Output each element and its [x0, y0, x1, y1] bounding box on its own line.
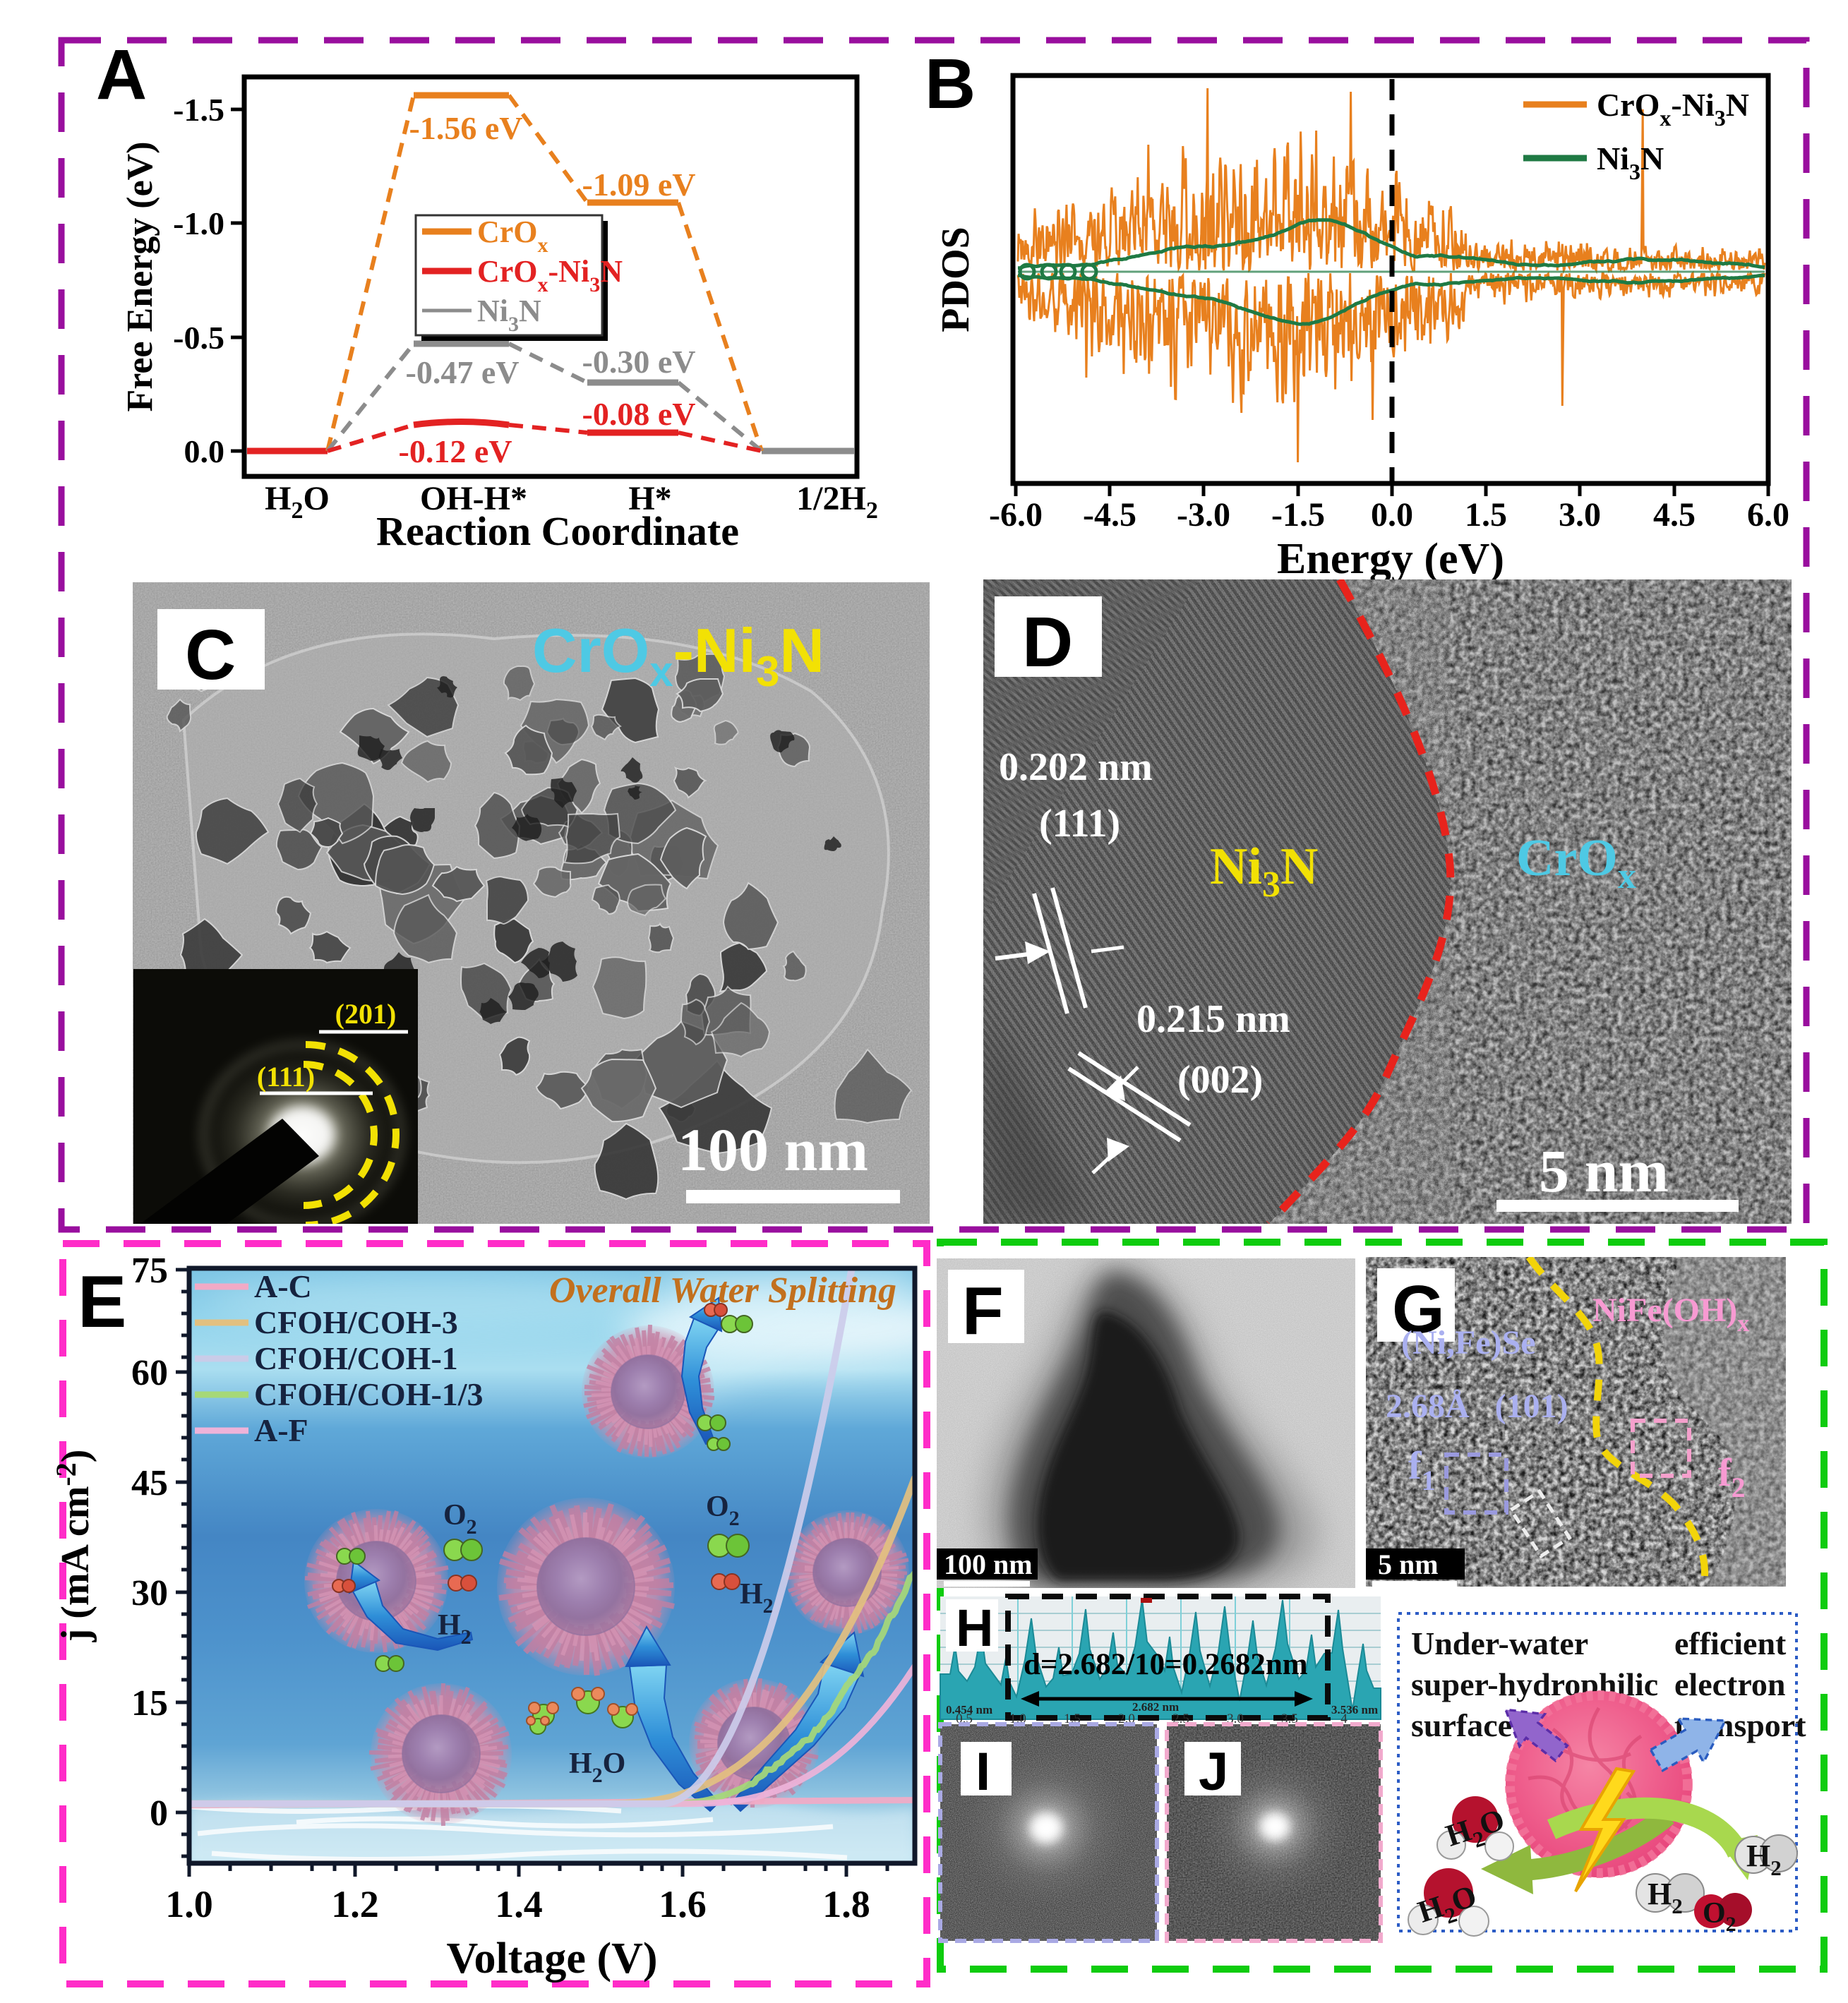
svg-text:(201): (201) [335, 998, 397, 1030]
svg-text:Overall Water Splitting: Overall Water Splitting [549, 1270, 896, 1311]
svg-text:4.5: 4.5 [1653, 496, 1696, 534]
svg-text:2.682 nm: 2.682 nm [1132, 1700, 1179, 1714]
svg-text:30: 30 [131, 1573, 168, 1613]
svg-text:surface: surface [1411, 1707, 1512, 1743]
svg-text:-3.0: -3.0 [1177, 496, 1230, 534]
svg-text:Ni3N: Ni3N [1210, 838, 1318, 905]
svg-text:1.8: 1.8 [822, 1883, 870, 1925]
svg-text:(Ni,Fe)Se: (Ni,Fe)Se [1401, 1324, 1536, 1361]
svg-text:-1.5: -1.5 [173, 92, 224, 128]
svg-text:G: G [1392, 1272, 1445, 1347]
svg-text:-1.5: -1.5 [1271, 496, 1325, 534]
svg-text:2.68Å (101): 2.68Å (101) [1386, 1388, 1568, 1425]
svg-text:d=2.682/10=0.2682nm: d=2.682/10=0.2682nm [1024, 1648, 1308, 1681]
svg-text:A-C: A-C [254, 1268, 312, 1304]
svg-text:1.2: 1.2 [331, 1883, 379, 1925]
svg-text:Reaction Coordinate: Reaction Coordinate [376, 508, 739, 554]
svg-text:Energy (eV): Energy (eV) [1277, 535, 1504, 583]
svg-text:-0.30 eV: -0.30 eV [582, 344, 696, 380]
svg-text:E: E [78, 1261, 126, 1343]
svg-text:electron: electron [1674, 1666, 1786, 1702]
svg-text:F: F [962, 1273, 1004, 1349]
svg-text:15: 15 [131, 1683, 168, 1724]
svg-text:I: I [976, 1742, 990, 1802]
svg-text:H: H [956, 1599, 993, 1657]
svg-text:-0.08 eV: -0.08 eV [582, 396, 696, 432]
svg-text:CrOx: CrOx [1516, 829, 1636, 896]
svg-text:Under-water: Under-water [1411, 1625, 1588, 1661]
svg-text:C: C [185, 615, 236, 694]
svg-text:CFOH/COH-1/3: CFOH/COH-1/3 [254, 1376, 484, 1412]
svg-text:(002): (002) [1177, 1058, 1263, 1102]
svg-text:-4.5: -4.5 [1083, 496, 1136, 534]
svg-text:-1.56 eV: -1.56 eV [409, 110, 523, 146]
svg-text:0: 0 [150, 1793, 168, 1834]
svg-text:0.0: 0.0 [1371, 496, 1413, 534]
svg-text:Free Energy (eV): Free Energy (eV) [120, 141, 160, 411]
svg-text:1.5: 1.5 [1465, 496, 1507, 534]
svg-text:45: 45 [131, 1463, 168, 1503]
svg-text:75: 75 [131, 1251, 168, 1291]
svg-text:-1.0: -1.0 [173, 205, 224, 241]
svg-text:-0.12 eV: -0.12 eV [399, 433, 512, 469]
svg-text:1/2H2: 1/2H2 [796, 480, 878, 524]
svg-text:CFOH/COH-3: CFOH/COH-3 [254, 1304, 458, 1340]
svg-text:60: 60 [131, 1353, 168, 1393]
svg-text:(111): (111) [257, 1061, 315, 1093]
svg-text:Voltage (V): Voltage (V) [446, 1935, 657, 1983]
svg-text:H*: H* [628, 480, 671, 517]
svg-text:100 nm: 100 nm [944, 1548, 1033, 1580]
svg-text:A: A [96, 35, 147, 114]
svg-text:0.202 nm: 0.202 nm [999, 745, 1153, 789]
svg-text:-1.09 eV: -1.09 eV [582, 167, 696, 203]
svg-text:5 nm: 5 nm [1378, 1548, 1439, 1580]
svg-text:3.536 nm: 3.536 nm [1331, 1703, 1378, 1716]
svg-text:100 nm: 100 nm [678, 1116, 868, 1184]
svg-text:(111): (111) [1039, 802, 1120, 846]
svg-text:3.0: 3.0 [1559, 496, 1601, 534]
svg-text:CrOx-Ni3N: CrOx-Ni3N [532, 615, 824, 695]
svg-text:A-F: A-F [254, 1412, 308, 1448]
svg-text:0.454 nm: 0.454 nm [946, 1703, 992, 1716]
svg-text:CFOH/COH-1: CFOH/COH-1 [254, 1340, 458, 1376]
svg-text:B: B [925, 44, 976, 124]
svg-text:J: J [1199, 1742, 1228, 1802]
svg-text:1.4: 1.4 [495, 1883, 543, 1925]
svg-text:0.0: 0.0 [184, 433, 225, 469]
svg-text:1.0: 1.0 [165, 1883, 213, 1925]
svg-text:H2O: H2O [265, 480, 330, 524]
svg-text:-0.47 eV: -0.47 eV [406, 354, 520, 390]
svg-text:4: 4 [1340, 1712, 1348, 1726]
svg-text:-0.5: -0.5 [173, 320, 224, 356]
svg-text:6.0: 6.0 [1747, 496, 1789, 534]
svg-text:-6.0: -6.0 [989, 496, 1043, 534]
svg-text:efficient: efficient [1674, 1625, 1787, 1661]
svg-text:5 nm: 5 nm [1539, 1137, 1669, 1205]
svg-text:1.6: 1.6 [659, 1883, 707, 1925]
svg-text:PDOS: PDOS [934, 227, 978, 332]
svg-text:OH-H*: OH-H* [420, 480, 527, 517]
svg-text:0.215 nm: 0.215 nm [1136, 997, 1290, 1041]
svg-text:D: D [1022, 603, 1073, 682]
